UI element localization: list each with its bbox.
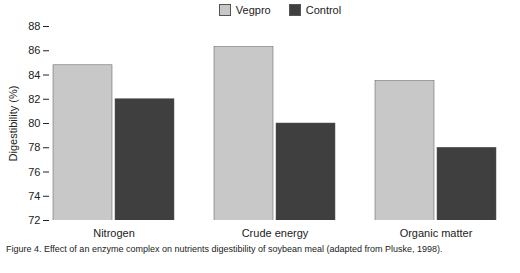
svg-text:82: 82: [28, 93, 40, 105]
svg-text:76: 76: [28, 166, 40, 178]
svg-text:86: 86: [28, 44, 40, 56]
svg-text:84: 84: [28, 69, 40, 81]
svg-text:72: 72: [28, 214, 40, 226]
html-text:Control: Control: [305, 4, 342, 16]
svg-text:Organic matter: Organic matter: [400, 227, 473, 239]
svg-text:78: 78: [28, 141, 40, 153]
html-text:Vegpro: Vegpro: [235, 4, 271, 16]
svg-text:74: 74: [28, 190, 40, 202]
svg-text:Digestibility (%): Digestibility (%): [7, 86, 19, 162]
svg-text:Nitrogen: Nitrogen: [93, 227, 135, 239]
svg-text:Crude energy: Crude energy: [242, 227, 309, 239]
svg-text:80: 80: [28, 117, 40, 129]
html-text:Figure 4. Effect of an enzyme: Figure 4. Effect of an enzyme complex on…: [6, 244, 443, 254]
svg-text:88: 88: [28, 20, 40, 32]
